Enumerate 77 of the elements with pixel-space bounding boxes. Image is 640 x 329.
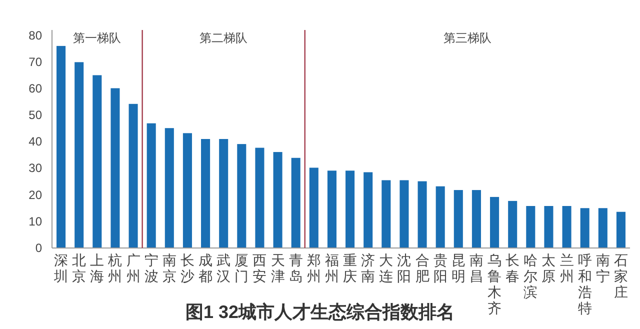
bar [146, 123, 156, 248]
x-tick-label: 乌鲁木齐 [488, 252, 502, 316]
x-tick-label: 兰州 [560, 252, 574, 284]
x-tick-label: 石家庄 [614, 252, 628, 300]
bar [616, 212, 626, 248]
bar [508, 200, 518, 248]
x-tick-label: 昆明 [451, 252, 466, 284]
x-tick-label: 武汉 [216, 252, 231, 284]
bar [526, 206, 536, 248]
bar [182, 133, 192, 248]
x-tick-label: 西安 [252, 252, 267, 284]
bar [128, 104, 138, 248]
bar [327, 170, 336, 248]
bar [490, 196, 500, 248]
x-tick-label: 长春 [506, 252, 520, 284]
x-tick-label: 福州 [324, 252, 339, 284]
bar [418, 181, 427, 248]
x-tick-label: 天津 [270, 252, 285, 284]
bar [454, 190, 463, 248]
y-tick-label: 50 [28, 108, 42, 122]
x-tick-label: 深圳 [53, 252, 68, 284]
x-tick-label: 成都 [198, 252, 213, 284]
bar [56, 46, 66, 248]
y-tick-label: 60 [28, 81, 42, 96]
bar [309, 168, 318, 248]
bar [382, 180, 391, 248]
bar [544, 206, 554, 248]
bar [364, 172, 373, 248]
x-tick-label: 长沙 [180, 252, 194, 284]
y-tick-label: 30 [28, 161, 42, 176]
bar [562, 206, 572, 248]
y-tick-label: 10 [28, 214, 42, 228]
x-tick-label: 南京 [162, 252, 176, 284]
x-tick-label: 宁波 [144, 252, 158, 284]
bar [291, 158, 300, 248]
text: 图1 32城市人才生态综合指数排名 [185, 302, 455, 322]
x-tick-label: 郑州 [306, 252, 321, 284]
y-tick-label: 0 [35, 241, 42, 255]
x-tick-label: 南昌 [469, 252, 484, 284]
x-tick-label: 合肥 [415, 252, 430, 284]
annotation: 第二梯队 [200, 31, 248, 45]
y-tick-label: 70 [28, 54, 42, 69]
bar [400, 180, 409, 248]
x-tick-label: 呼和浩特 [578, 252, 592, 316]
bar [110, 88, 120, 248]
x-tick-label: 杭州 [107, 252, 122, 284]
x-tick-label: 北京 [72, 252, 86, 284]
x-tick-label: 哈尔滨 [524, 252, 538, 300]
bar [255, 148, 264, 248]
x-tick-label: 大连 [379, 252, 394, 284]
x-tick-label: 青岛 [288, 252, 303, 284]
x-tick-label: 太原 [542, 252, 556, 284]
x-tick-label: 厦门 [234, 252, 249, 284]
bar [472, 190, 481, 248]
x-tick-label: 沈阳 [397, 252, 412, 284]
bar [237, 144, 246, 248]
annotation: 第一梯队 [73, 31, 122, 45]
y-tick-label: 80 [28, 28, 42, 42]
x-tick-label: 济南 [361, 252, 376, 284]
y-tick-label: 40 [28, 134, 42, 149]
bar [201, 139, 210, 248]
bar [580, 208, 590, 248]
annotation: 第三梯队 [443, 31, 492, 45]
x-tick-label: 贵阳 [433, 252, 448, 284]
x-tick-label: 重庆 [343, 252, 358, 284]
bar [273, 152, 282, 248]
x-tick-label: 南宁 [596, 252, 610, 284]
bar [164, 128, 174, 248]
bar [598, 208, 608, 248]
y-tick-label: 20 [28, 188, 42, 202]
x-tick-label: 广州 [126, 252, 140, 284]
bar [219, 139, 228, 248]
bar [346, 170, 355, 248]
x-tick-label: 上海 [90, 252, 104, 284]
bar [92, 75, 102, 248]
bar [74, 62, 84, 248]
bar [436, 186, 445, 248]
